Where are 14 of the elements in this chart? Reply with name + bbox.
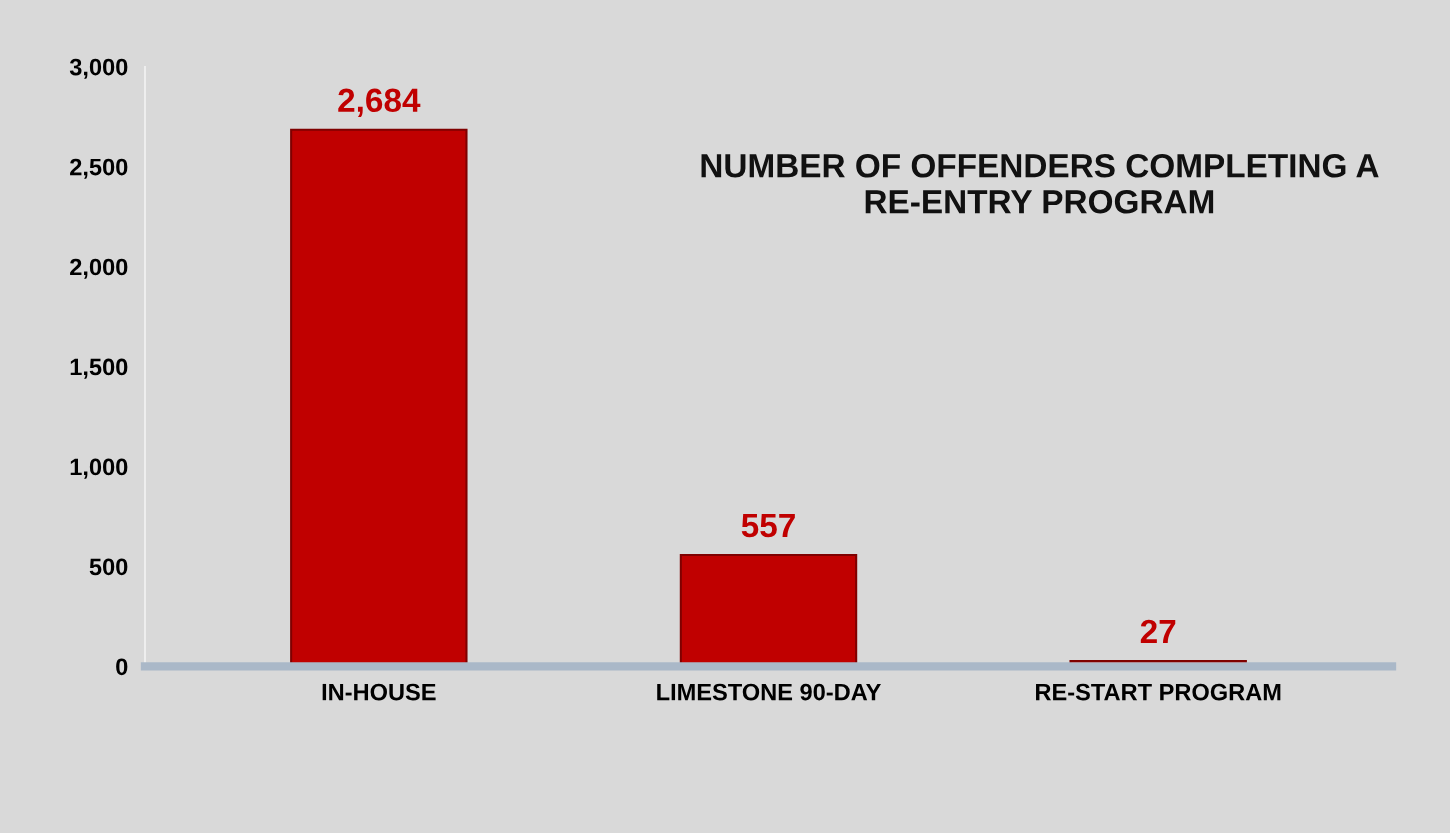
y-tick-label: 1,500	[70, 358, 128, 379]
x-tick-label: IN-HOUSE	[322, 683, 436, 701]
text: NUMBER OF OFFENDERS COMPLETING A RE-ENTRY PROGRAM	[701, 153, 1379, 214]
y-tick-label: 2,000	[70, 258, 128, 279]
y-tick-label: 500	[89, 558, 128, 576]
y-tick-label: 1,000	[70, 458, 128, 479]
x-tick-label: LIMESTONE 90-DAY	[657, 683, 881, 701]
y-tick-label: 2,500	[70, 158, 128, 179]
y-tick-label: 0	[116, 658, 128, 676]
y-tick-label: 3,000	[69, 58, 128, 79]
data-label: 2,684	[338, 88, 421, 117]
data-label: 27	[1140, 619, 1176, 643]
x-tick-label: RE-START PROGRAM	[1036, 683, 1281, 701]
data-label: 557	[741, 514, 795, 538]
